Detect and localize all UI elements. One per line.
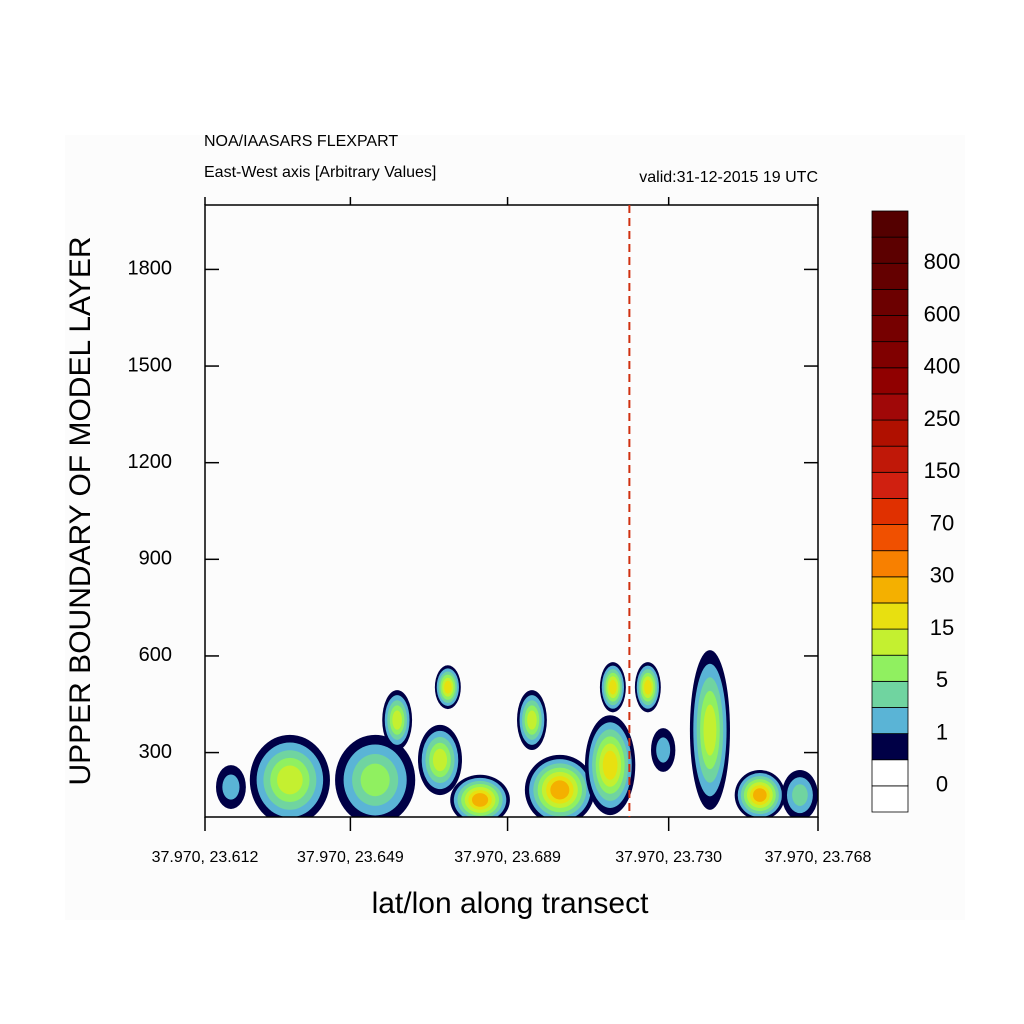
- colorbar-box: [871, 419, 909, 447]
- colorbar-label: 400: [924, 354, 961, 379]
- colorbar-box: [871, 576, 909, 604]
- chart-title: NOA/IAASARS FLEXPART: [204, 133, 398, 150]
- contour-blob: [753, 788, 767, 802]
- colorbar-box: [871, 680, 909, 708]
- contour-blob: [792, 784, 808, 806]
- background: [65, 135, 965, 920]
- colorbar-box: [871, 733, 909, 761]
- colorbar-label: 600: [924, 301, 961, 326]
- colorbar-box: [871, 602, 909, 630]
- colorbar-box: [871, 628, 909, 656]
- contour-blob: [471, 793, 489, 807]
- y-tick-label: 1500: [128, 354, 173, 376]
- contour-blob: [277, 765, 303, 795]
- colorbar-box: [871, 210, 909, 238]
- colorbar-label: 5: [936, 667, 948, 692]
- plot-frame: [204, 204, 819, 818]
- colorbar-label: 30: [930, 563, 954, 588]
- colorbar-label: 0: [936, 772, 948, 797]
- y-tick-label: 300: [139, 741, 172, 763]
- y-tick-label: 1200: [128, 451, 173, 473]
- y-tick-label: 1800: [128, 258, 173, 280]
- x-tick-label: 37.970, 23.649: [297, 849, 404, 866]
- y-tick-label: 900: [139, 548, 172, 570]
- chart-subtitle: East-West axis [Arbitrary Values]: [204, 164, 436, 181]
- colorbar-box: [871, 707, 909, 735]
- colorbar-label: 70: [930, 510, 954, 535]
- valid-time: valid:31-12-2015 19 UTC: [639, 169, 818, 186]
- y-tick-label: 600: [139, 644, 172, 666]
- colorbar-box: [871, 785, 909, 813]
- contour-blob: [360, 763, 390, 797]
- contour-blob: [527, 710, 537, 730]
- x-tick-label: 37.970, 23.612: [152, 849, 259, 866]
- contour-blob: [222, 774, 240, 800]
- colorbar-box: [871, 367, 909, 395]
- colorbar-label: 1: [936, 719, 948, 744]
- plot-area: [216, 650, 818, 817]
- colorbar-box: [871, 524, 909, 552]
- colorbar-box: [871, 550, 909, 578]
- colorbar-label: 250: [924, 406, 961, 431]
- colorbar-box: [871, 236, 909, 264]
- x-axis-label: lat/lon along transect: [372, 887, 650, 920]
- contour-blob: [644, 679, 652, 695]
- colorbar-label: 150: [924, 458, 961, 483]
- x-tick-label: 37.970, 23.689: [454, 849, 561, 866]
- colorbar-box: [871, 262, 909, 290]
- x-tick-label: 37.970, 23.768: [765, 849, 872, 866]
- colorbar-label: 800: [924, 249, 961, 274]
- contour-blob: [656, 737, 671, 763]
- colorbar-box: [871, 471, 909, 499]
- colorbar-box: [871, 498, 909, 525]
- colorbar-box: [871, 654, 909, 682]
- colorbar-box: [871, 393, 909, 421]
- x-tick-label: 37.970, 23.730: [615, 849, 722, 866]
- contour-blob: [392, 710, 402, 730]
- colorbar-box: [871, 288, 909, 316]
- colorbar-box: [871, 445, 909, 473]
- colorbar-box: [871, 315, 909, 343]
- contour-blob: [703, 704, 717, 756]
- contour-blob: [550, 780, 570, 800]
- contour-blob: [609, 679, 617, 695]
- colorbar-box: [871, 759, 909, 787]
- y-axis-label: UPPER BOUNDARY OF MODEL LAYER: [64, 236, 97, 785]
- contour-blob: [444, 680, 452, 694]
- colorbar-box: [871, 341, 909, 369]
- colorbar-label: 15: [930, 615, 954, 640]
- contour-blob: [432, 748, 448, 772]
- contour-blob: [602, 750, 618, 780]
